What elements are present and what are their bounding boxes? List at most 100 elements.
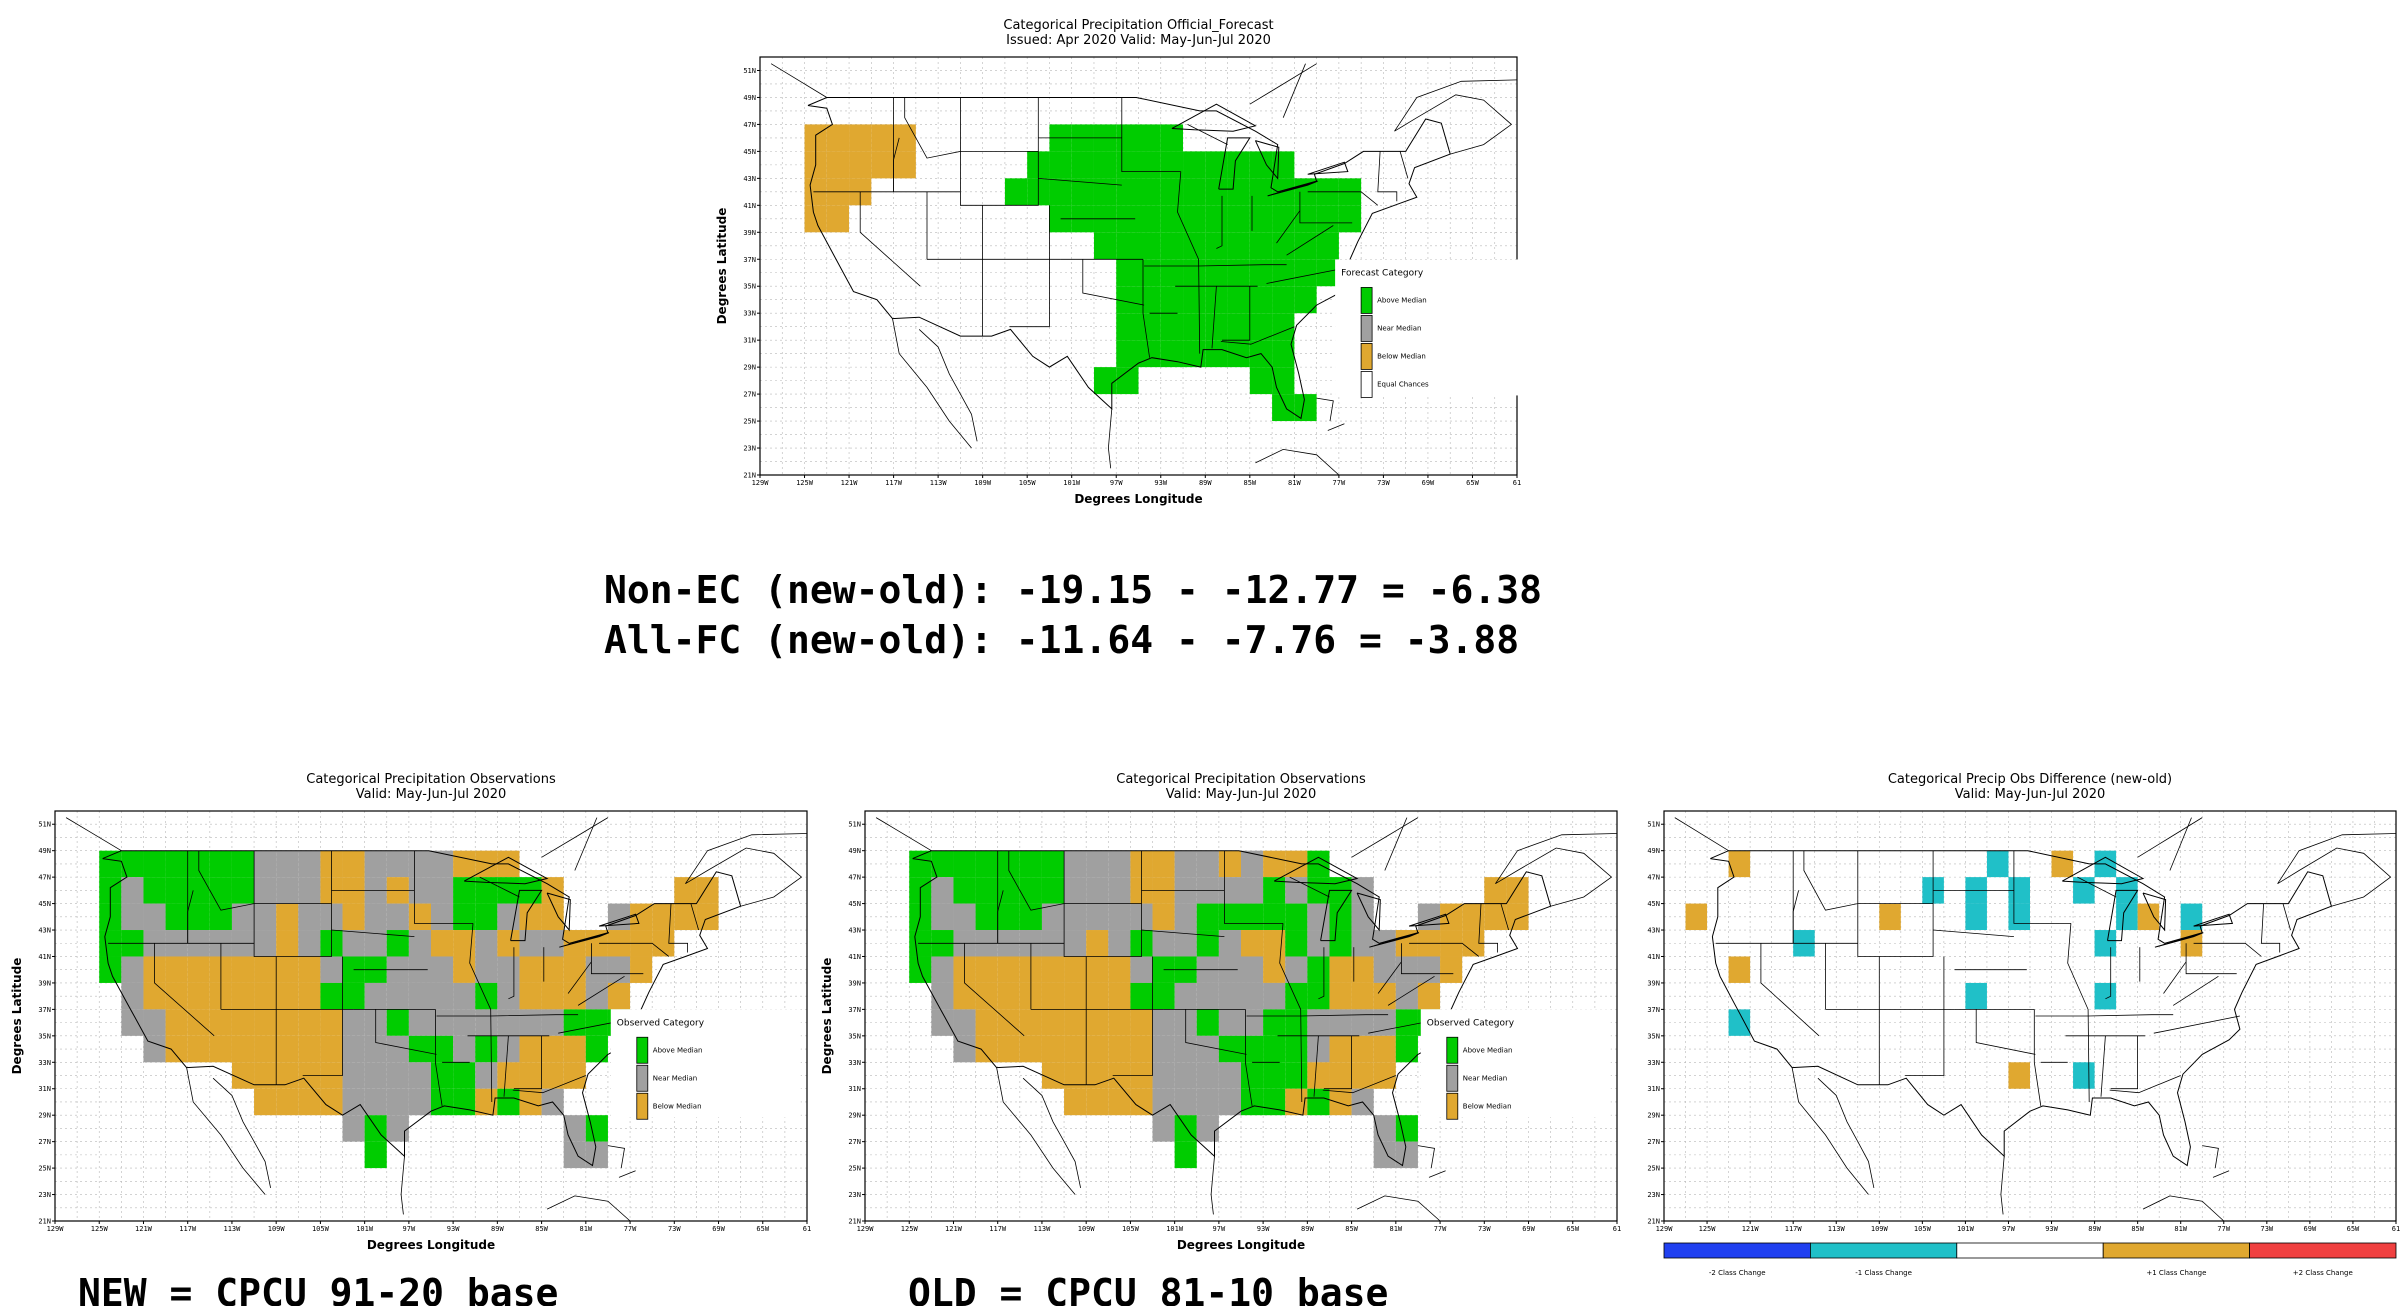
legend-label: Below Median [1377,352,1426,360]
grid-cell-below [674,903,697,931]
state-boundary [1401,943,1454,975]
grid-cell-above [1395,1035,1418,1063]
grid-cell-near [1152,1035,1175,1063]
grid-cell-above [1152,956,1175,983]
grid-cell-above [1307,956,1330,983]
grid-cell-above [1307,982,1330,1010]
us-coastline [1710,850,2333,1167]
legend-swatch-equal [1360,371,1373,398]
grid-cell-above [453,1062,476,1089]
grid-cell-below [541,982,564,1010]
obs-old-map: Categorical Precipitation Observations Va… [810,745,1625,1275]
grid-cell-below [541,1062,564,1089]
grid-cell-above [1227,232,1250,260]
y-tick-label: 21N [1647,1218,1660,1226]
y-tick-label: 47N [743,121,756,129]
state-boundary [690,903,699,931]
us-coastline [807,97,1451,420]
great-lake [1171,103,1257,132]
grid-cell-near [254,903,277,931]
x-tick-label: 129W [857,1225,875,1233]
x-tick-label: 93W [1257,1225,1270,1233]
grid-cell-near [408,1009,431,1036]
x-axis-label: Degrees Longitude [1177,1238,1305,1252]
y-tick-label: 41N [848,953,861,961]
grid-cell-near [1174,930,1197,957]
grid-cell-below [298,1009,321,1036]
grid-cell-below [1484,903,1507,931]
grid-cell-above [997,877,1020,904]
grid-cell-near [931,1009,954,1036]
y-tick-label: 25N [848,1165,861,1173]
grid-cell-above [1285,1009,1308,1036]
grid-cell-above [1116,259,1139,287]
y-tick-label: 31N [743,337,756,345]
grid-cell-above [997,903,1020,931]
y-tick-label: 35N [743,283,756,291]
grid-cell-minus1 [2008,903,2030,931]
grid-cell-below [563,956,586,983]
grid-cell-below [1041,1009,1065,1036]
grid-cell-above [1160,313,1184,341]
grid-cell-below [519,903,542,931]
great-lake [2193,913,2234,927]
grid-cell-near [1064,930,1087,957]
great-lake [1218,137,1251,190]
grid-cell-above [1093,232,1117,260]
y-tick-label: 29N [848,1112,861,1120]
grid-cell-near [585,1141,608,1169]
grid-cell-below [519,982,542,1010]
great-lake [2142,892,2167,932]
y-tick-label: 39N [743,229,756,237]
y-tick-label: 43N [743,175,756,183]
grid-cell-near [563,1115,586,1142]
grid-cell-below [1130,1009,1153,1036]
grid-cell-above [1205,286,1228,314]
grid-cell-near [431,982,454,1010]
x-tick-label: 117W [179,1225,197,1233]
grid-cell-above [1249,178,1273,206]
grid-cell-below [1373,1062,1396,1089]
grid-cell-below [975,1035,998,1063]
grid-cell-near [386,850,409,878]
grid-cell-near [1196,982,1219,1010]
state-boundary [479,876,520,898]
coastline-context [1022,1077,1081,1188]
y-tick-label: 51N [848,821,861,829]
grid-cell-near [1307,1035,1330,1063]
y-tick-label: 37N [743,256,756,264]
grid-cell-above [1272,232,1295,260]
state-boundary [567,961,592,994]
grid-cell-near [931,877,954,904]
plot-frame [1663,810,2397,1222]
grid-cell-near [1108,930,1131,957]
difference-map-svg: Categorical Precip Obs Difference (new-o… [1647,772,2400,1277]
grid-cell-near [1174,850,1197,878]
x-axis-label: Degrees Longitude [367,1238,495,1252]
grid-cell-near [1152,1062,1175,1089]
grid-cell-below [143,982,166,1010]
grid-cell-above [1138,151,1161,179]
y-tick-label: 29N [743,364,756,372]
grid-cell-near [254,877,277,904]
coastline-context [1351,817,1419,858]
grid-cell-below [953,982,976,1010]
state-boundary [1276,210,1301,244]
x-tick-label: 105W [1019,479,1037,487]
obs-new-map: Categorical Precipitation Observations Va… [0,745,815,1275]
state-boundary [1141,929,1225,937]
stats-block: Non-EC (new-old): -19.15 - -12.77 = -6.3… [604,565,1542,665]
legend-swatch-below [1360,343,1373,370]
coastline-context [1817,1077,1875,1188]
grid-cell-above [1160,259,1184,287]
state-boundary [1112,956,1153,1076]
state-boundary [1933,929,2014,937]
stats-all-fc: All-FC (new-old): -11.64 - -7.76 = -3.88 [604,618,1520,662]
grid-cell-below [997,1035,1020,1063]
y-tick-label: 41N [743,202,756,210]
grid-cell-above [909,850,932,878]
great-lake [1356,892,1381,932]
grid-cell-below [342,903,365,931]
x-tick-label: 77W [624,1225,637,1233]
grid-cell-minus1 [2180,903,2203,931]
